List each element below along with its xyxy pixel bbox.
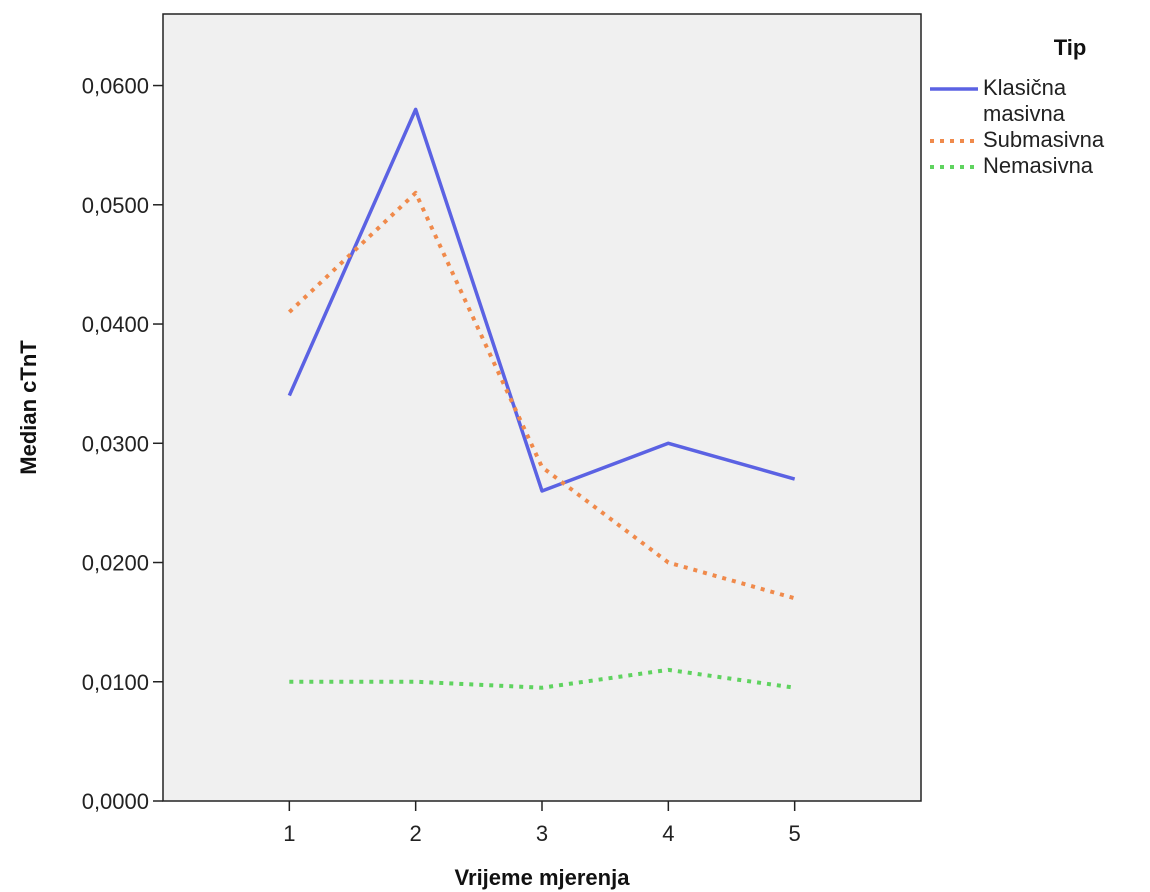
y-tick-label: 0,0100 [82,670,149,695]
legend-entry-label: masivna [983,101,1066,126]
x-axis-title: Vrijeme mjerenja [455,865,631,890]
y-axis-title: Median cTnT [16,340,41,475]
series-line-3 [289,667,795,690]
x-tick-label: 5 [789,821,801,846]
x-tick-label: 1 [283,821,295,846]
x-tick-label: 2 [410,821,422,846]
legend-entry-label: Submasivna [983,127,1105,152]
x-tick-label: 4 [662,821,674,846]
x-axis: 1 2 3 4 5 [283,801,801,846]
y-tick-label: 0,0400 [82,312,149,337]
legend-title: Tip [1054,35,1087,60]
y-tick-label: 0,0600 [82,74,149,99]
y-tick-label: 0,0200 [82,551,149,576]
y-tick-label: 0,0000 [82,789,149,814]
series-line-1 [287,107,796,493]
y-tick-label: 0,0500 [82,193,149,218]
y-tick-label: 0,0300 [82,431,149,456]
legend-entry-label: Klasična [983,75,1067,100]
series-layer [287,107,796,690]
legend-entry-label: Nemasivna [983,153,1094,178]
plot-area [162,13,922,802]
x-tick-label: 3 [536,821,548,846]
y-axis: 0,0000 0,0100 0,0200 0,0300 0,0400 0,0500 0,06… [82,74,163,814]
